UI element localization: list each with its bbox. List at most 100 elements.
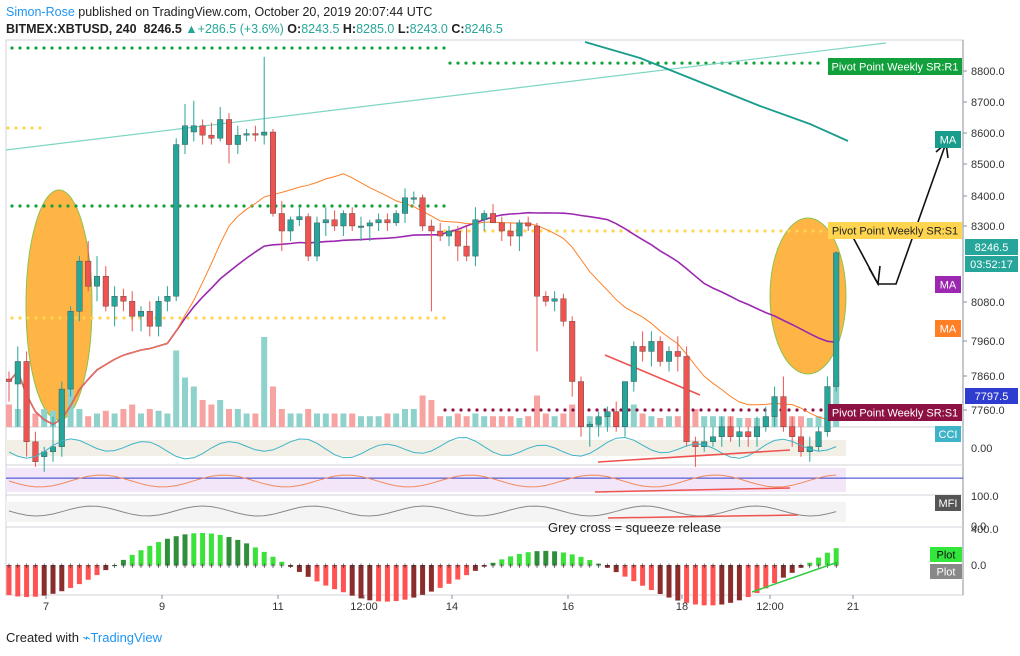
candle — [454, 230, 461, 247]
pivot-s1-low-dot — [651, 408, 655, 412]
squeeze-cross: + — [482, 561, 487, 571]
volume-bar — [666, 416, 672, 427]
squeeze-bar — [640, 565, 646, 586]
highlight-ellipse — [769, 217, 847, 375]
pivot-r1-prev-dot — [58, 46, 62, 50]
pivot-s1-prev-dot — [338, 316, 342, 320]
squeeze-bar — [428, 565, 434, 592]
volume-bar — [182, 377, 188, 427]
volume-bar — [454, 413, 461, 427]
squeeze-cross: + — [807, 561, 812, 571]
candle — [349, 213, 356, 227]
pivot-r1-prev-dot — [194, 46, 198, 50]
squeeze-bar — [103, 565, 109, 571]
squeeze-bar — [296, 565, 302, 572]
pivot-s1-dot — [523, 229, 527, 233]
squeeze-cross: + — [499, 561, 504, 571]
squeeze-bar — [349, 565, 355, 596]
pivot-s1-dot — [443, 229, 447, 233]
pivot-r1-prev-dot — [282, 46, 286, 50]
squeeze-cross: + — [253, 561, 258, 571]
candle — [683, 356, 690, 442]
pivot-s1-prev-dot — [298, 316, 302, 320]
pivot-r1-prev-dot — [66, 46, 70, 50]
volume-bar — [199, 400, 206, 427]
candle — [560, 298, 567, 322]
candle — [595, 416, 602, 425]
pivot-r1-dot — [688, 61, 692, 65]
candle — [542, 296, 549, 302]
pivot-s1-dot — [739, 229, 743, 233]
pivot-r1-prev-dot — [394, 46, 398, 50]
volume-bar — [701, 416, 708, 427]
volume-bar — [525, 416, 532, 427]
squeeze-bar — [367, 565, 373, 601]
squeeze-bar — [745, 565, 751, 598]
y-tick-label: 8400.0 — [971, 191, 1005, 203]
created-with-text: Created with — [6, 630, 79, 645]
squeeze-bar — [534, 551, 540, 565]
candle — [217, 119, 224, 139]
candle — [199, 125, 206, 136]
volume-bar — [375, 416, 382, 427]
pivot-s1-prev-dot — [58, 316, 62, 320]
pivot-r1-dot — [520, 61, 524, 65]
squeeze-cross: + — [262, 561, 267, 571]
squeeze-cross: + — [675, 561, 680, 571]
candle — [727, 426, 734, 437]
squeeze-bar — [798, 565, 804, 568]
volume-bar — [120, 409, 127, 427]
pivot-pp-dot — [322, 204, 326, 208]
pivot-pp-dot — [154, 204, 158, 208]
pivot-s1-dot — [531, 229, 535, 233]
squeeze-cross: + — [411, 561, 416, 571]
pivot-s1-prev-dot — [122, 316, 126, 320]
squeeze-bar — [464, 565, 470, 576]
pivot-s1-low-dot — [547, 408, 551, 412]
price-change: +286.5 (+3.6%) — [197, 22, 284, 36]
pivot-s1-prev-dot — [194, 316, 198, 320]
squeeze-cross: + — [226, 561, 231, 571]
squeeze-bar — [323, 565, 329, 586]
volume-bar — [534, 395, 540, 427]
volume-bar — [296, 413, 303, 427]
pivot-r1-prev-dot — [242, 46, 246, 50]
pivot-s1-low-dot — [635, 408, 639, 412]
candle — [32, 441, 39, 462]
squeeze-bar — [543, 550, 549, 565]
candle — [604, 411, 611, 417]
squeeze-bar — [191, 533, 197, 565]
pivot-r1-prev-dot — [330, 46, 334, 50]
volume-bar — [428, 400, 435, 427]
pivot-r1-prev-dot — [162, 46, 166, 50]
candle — [657, 341, 664, 362]
pivot-s1-low-dot — [707, 408, 711, 412]
volume-bar — [129, 404, 136, 427]
volume-bar — [41, 409, 48, 427]
volume-bar — [234, 409, 241, 427]
pivot-s1-prev-dot — [42, 316, 46, 320]
pivot-r1-prev-dot — [298, 46, 302, 50]
candle — [463, 245, 470, 257]
squeeze-bar — [129, 554, 135, 565]
volume-bar — [164, 413, 171, 427]
squeeze-cross: + — [640, 561, 645, 571]
tradingview-brand[interactable]: TradingView — [90, 630, 162, 645]
published-text: published on TradingView.com, October 20… — [74, 5, 433, 19]
squeeze-cross: + — [754, 561, 759, 571]
author-link[interactable]: Simon-Rose — [6, 5, 75, 19]
volume-bar — [190, 386, 197, 427]
squeeze-bar — [622, 565, 628, 577]
pivot-pp-dot — [394, 204, 398, 208]
cci-label-bg — [935, 426, 961, 442]
candle — [446, 230, 453, 237]
pivot-pp-dot — [306, 204, 310, 208]
pivot-r1-prev-dot — [434, 46, 438, 50]
high-label: H: — [342, 22, 357, 36]
pivot-pp-dot — [114, 204, 118, 208]
squeeze-cross: + — [165, 561, 170, 571]
pivot-pp-dot — [226, 204, 230, 208]
pivot-pp-dot — [298, 204, 302, 208]
squeeze-cross: + — [702, 561, 707, 571]
